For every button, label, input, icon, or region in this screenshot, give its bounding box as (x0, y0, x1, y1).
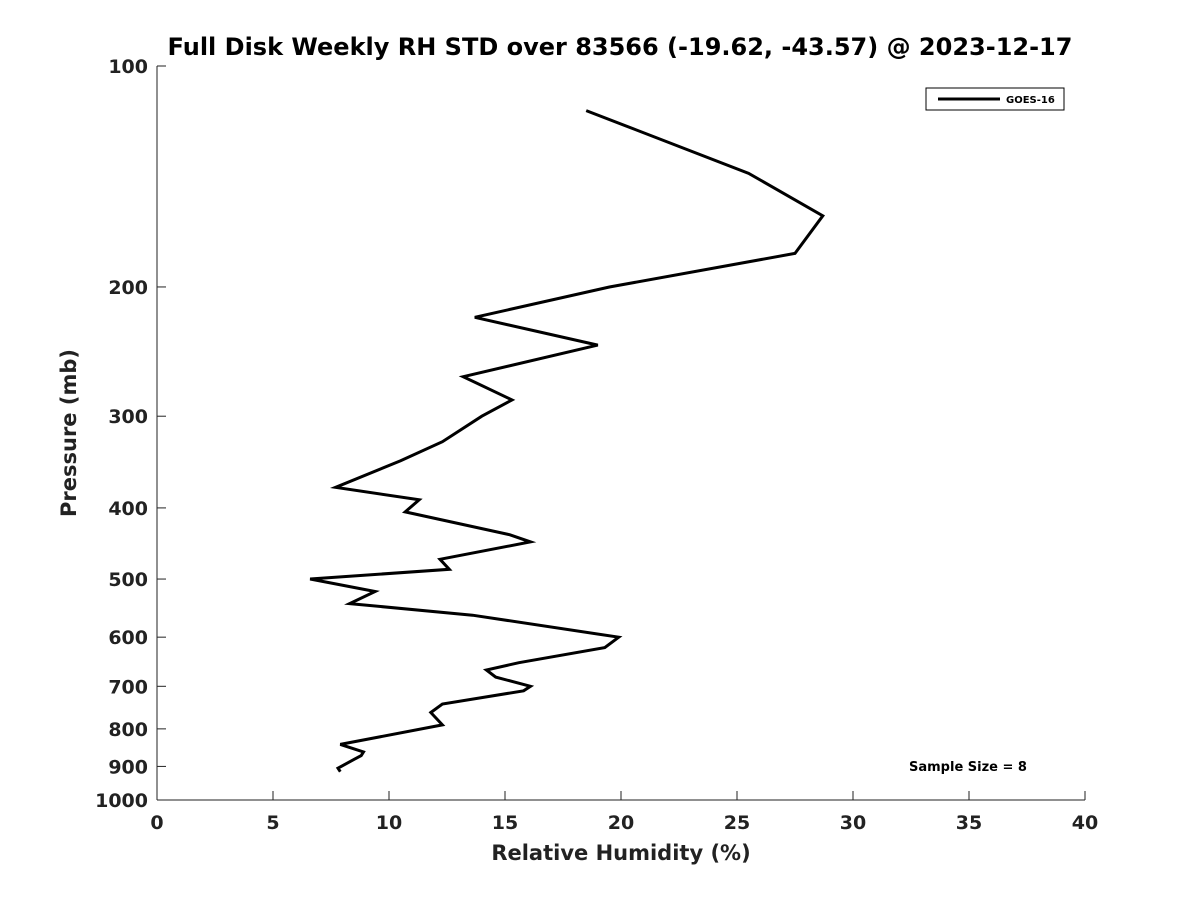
x-axis-ticks: 0 5 10 15 20 25 30 35 40 (150, 791, 1098, 834)
y-axis-label: Pressure (mb) (57, 349, 81, 517)
y-tick-label: 600 (108, 627, 148, 649)
series-line-goes-16 (309, 109, 826, 773)
y-tick-label: 1000 (95, 790, 148, 812)
x-tick-label: 20 (608, 812, 634, 834)
x-tick-label: 0 (150, 812, 163, 834)
y-tick-label: 300 (108, 406, 148, 428)
x-tick-label: 35 (956, 812, 982, 834)
y-axis-ticks: 100 200 300 400 500 600 700 800 900 1000 (95, 56, 166, 812)
x-tick-label: 30 (840, 812, 866, 834)
x-axis-label: Relative Humidity (%) (491, 841, 750, 865)
y-tick-label: 400 (108, 498, 148, 520)
y-tick-label: 900 (108, 756, 148, 778)
y-tick-label: 200 (108, 277, 148, 299)
plot-axes (156, 66, 1085, 801)
y-tick-label: 100 (108, 56, 148, 78)
x-tick-label: 10 (376, 812, 402, 834)
y-tick-label: 500 (108, 569, 148, 591)
x-tick-label: 5 (266, 812, 279, 834)
x-tick-label: 40 (1072, 812, 1098, 834)
sample-size-annotation: Sample Size = 8 (909, 760, 1027, 775)
legend: GOES-16 (925, 87, 1065, 111)
legend-label-goes-16: GOES-16 (1006, 95, 1055, 106)
chart-title: Full Disk Weekly RH STD over 83566 (-19.… (168, 33, 1073, 61)
x-tick-label: 25 (724, 812, 750, 834)
x-tick-label: 15 (492, 812, 518, 834)
y-tick-label: 700 (108, 676, 148, 698)
y-tick-label: 800 (108, 719, 148, 741)
